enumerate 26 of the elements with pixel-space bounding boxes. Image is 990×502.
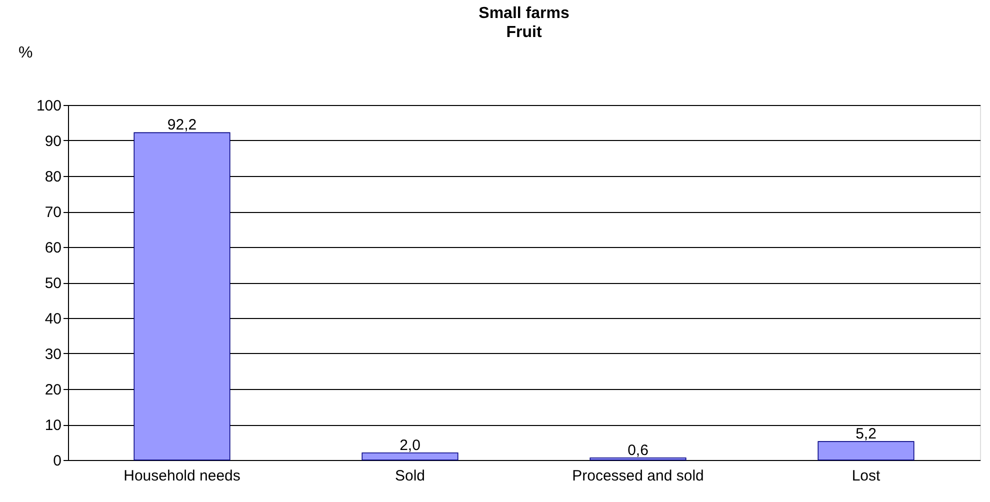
y-axis-title: % bbox=[18, 44, 33, 62]
y-tick-label: 0 bbox=[53, 452, 62, 470]
bar bbox=[362, 452, 458, 460]
y-tick-label: 50 bbox=[44, 275, 62, 292]
x-tick-label: Processed and sold bbox=[572, 468, 704, 484]
x-tick-label: Household needs bbox=[124, 468, 240, 484]
y-tick-label: 100 bbox=[36, 98, 62, 114]
y-tick-label: 80 bbox=[44, 168, 62, 186]
data-label: 92,2 bbox=[167, 116, 197, 134]
y-tick-label: 10 bbox=[44, 417, 62, 434]
chart-title: Small farms bbox=[478, 5, 570, 22]
y-tick-label: 70 bbox=[44, 204, 62, 221]
y-tick-label: 90 bbox=[44, 133, 62, 150]
data-label: 5,2 bbox=[856, 426, 876, 443]
chart-subtitle: Fruit bbox=[506, 24, 542, 41]
bar bbox=[590, 457, 686, 460]
y-tick-label: 60 bbox=[44, 240, 62, 256]
data-label: 0,6 bbox=[628, 442, 648, 459]
y-tick-label: 30 bbox=[44, 346, 62, 363]
y-tick-label: 40 bbox=[44, 310, 62, 328]
y-tick-label: 20 bbox=[44, 382, 62, 398]
bar bbox=[818, 441, 914, 460]
x-tick-label: Sold bbox=[394, 468, 426, 484]
bar bbox=[134, 132, 230, 460]
data-label: 2,0 bbox=[400, 436, 420, 454]
x-tick-label: Lost bbox=[852, 468, 882, 484]
